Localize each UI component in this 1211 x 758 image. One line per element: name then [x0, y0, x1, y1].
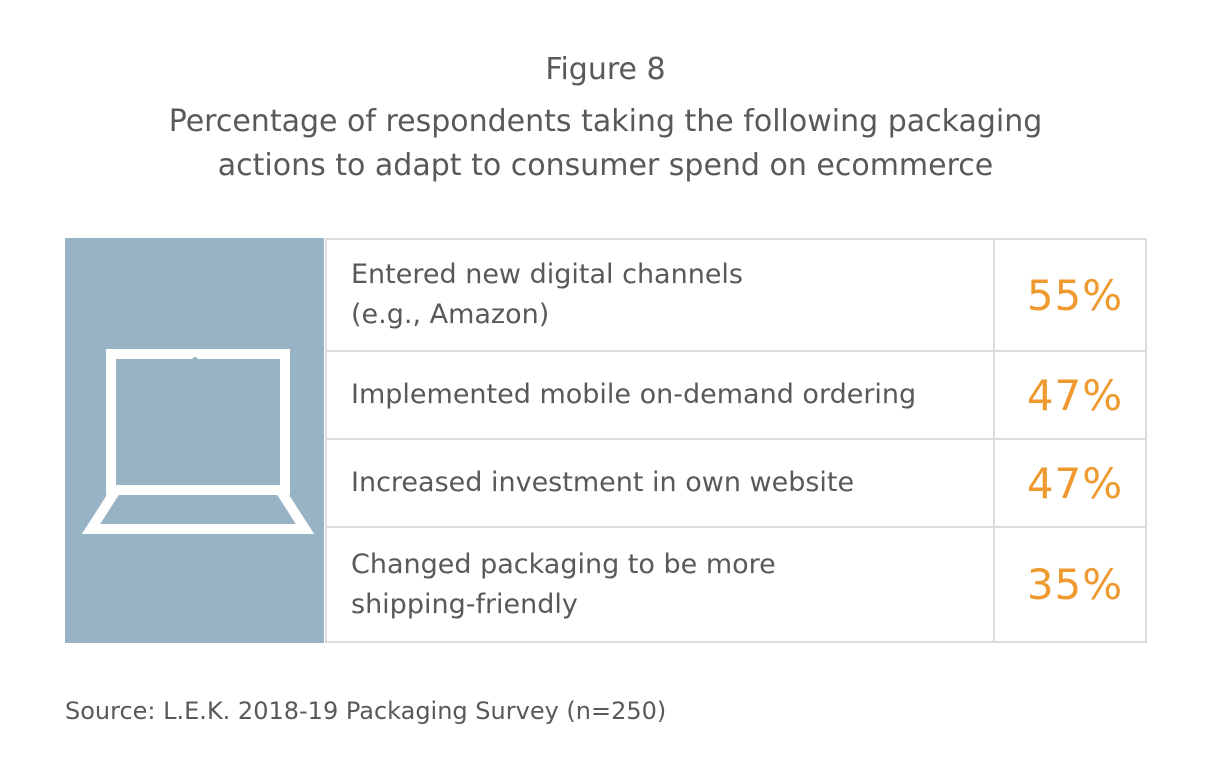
percentage-cell: 47% — [995, 350, 1147, 440]
figure-title: Percentage of respondents taking the fol… — [100, 100, 1111, 188]
percentage-value: 47% — [1026, 370, 1124, 420]
percentage-value: 47% — [1026, 458, 1124, 508]
action-label-cell: Implemented mobile on-demand ordering — [325, 350, 995, 440]
percentage-cell: 55% — [995, 238, 1147, 352]
action-label: Entered new digital channels (e.g., Amaz… — [351, 259, 744, 330]
figure-title-line-2: actions to adapt to consumer spend on ec… — [217, 148, 994, 183]
table-row: Implemented mobile on-demand ordering 47% — [324, 350, 1147, 440]
icon-panel — [65, 238, 324, 643]
percentage-cell: 47% — [995, 438, 1147, 528]
action-label: Changed packaging to be more shipping-fr… — [351, 548, 776, 620]
laptop-icon — [81, 349, 315, 534]
percentage-value: 55% — [1026, 270, 1124, 320]
table-row: Increased investment in own website 47% — [324, 438, 1147, 528]
table-row: Changed packaging to be more shipping-fr… — [324, 526, 1147, 643]
table-row: Entered new digital channels (e.g., Amaz… — [324, 238, 1147, 352]
action-label-cell: Changed packaging to be more shipping-fr… — [325, 526, 995, 643]
action-label-cell: Increased investment in own website — [325, 438, 995, 528]
percentage-value: 35% — [1026, 560, 1124, 609]
action-label: Increased investment in own website — [351, 467, 855, 498]
action-label-cell: Entered new digital channels (e.g., Amaz… — [325, 238, 995, 352]
action-label: Implemented mobile on-demand ordering — [351, 379, 917, 410]
figure-title-line-1: Percentage of respondents taking the fol… — [168, 104, 1043, 139]
figure-label: Figure 8 — [545, 52, 666, 87]
percentage-cell: 35% — [995, 526, 1147, 643]
survey-table: Entered new digital channels (e.g., Amaz… — [324, 238, 1147, 643]
source-note: Source: L.E.K. 2018-19 Packaging Survey … — [65, 697, 667, 725]
